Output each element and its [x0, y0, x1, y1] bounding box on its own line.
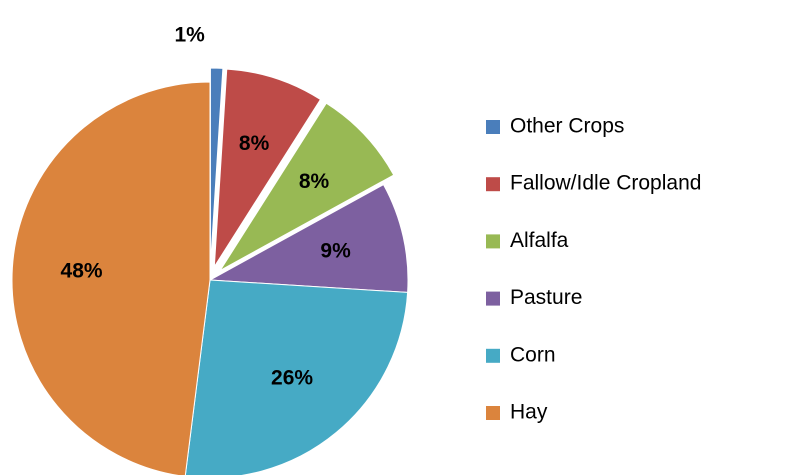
- pie-slice: [209, 67, 224, 267]
- legend-swatch: [486, 291, 500, 306]
- legend-label: Hay: [510, 401, 548, 424]
- data-label: 8%: [239, 132, 270, 155]
- legend-swatch: [486, 120, 500, 134]
- pie-slice: [11, 81, 211, 475]
- data-label: 26%: [271, 367, 313, 390]
- legend-swatch: [486, 348, 500, 363]
- data-label: 1%: [174, 24, 205, 47]
- pie-slice: [213, 68, 322, 267]
- pie-slice: [208, 183, 409, 293]
- legend-label: Other Crops: [510, 115, 624, 138]
- data-label: 48%: [61, 259, 103, 282]
- legend-swatch: [486, 177, 500, 192]
- legend-label: Alfalfa: [510, 229, 569, 252]
- data-label: 9%: [320, 239, 351, 262]
- legend-swatch: [486, 234, 500, 249]
- data-label: 8%: [299, 170, 330, 193]
- legend-label: Fallow/Idle Cropland: [510, 172, 701, 195]
- pie-slice: [184, 279, 409, 475]
- pie-slice: [219, 102, 395, 271]
- legend-label: Pasture: [510, 286, 582, 309]
- legend-label: Corn: [510, 343, 556, 366]
- legend-swatch: [486, 406, 500, 420]
